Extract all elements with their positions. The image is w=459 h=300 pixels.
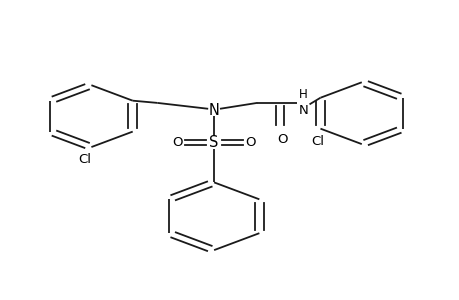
- Text: N: N: [208, 103, 219, 118]
- Text: O: O: [245, 136, 255, 149]
- Text: O: O: [172, 136, 183, 149]
- Text: Cl: Cl: [78, 153, 91, 166]
- Text: S: S: [209, 135, 218, 150]
- Text: N: N: [298, 104, 308, 117]
- Text: H: H: [299, 88, 308, 101]
- Text: O: O: [276, 133, 287, 146]
- Text: Cl: Cl: [311, 134, 324, 148]
